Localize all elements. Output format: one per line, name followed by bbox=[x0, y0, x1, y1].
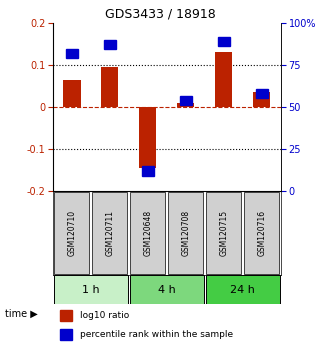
Bar bbox=[60, 309, 72, 320]
Bar bbox=[218, 37, 230, 46]
Bar bbox=[130, 275, 204, 304]
Bar bbox=[215, 52, 232, 107]
Text: 24 h: 24 h bbox=[230, 285, 255, 295]
Bar bbox=[104, 40, 116, 50]
Bar bbox=[66, 48, 78, 58]
Bar bbox=[64, 80, 81, 107]
Text: GSM120716: GSM120716 bbox=[257, 210, 266, 256]
Text: GSM120711: GSM120711 bbox=[105, 210, 115, 256]
Text: GSM120648: GSM120648 bbox=[143, 210, 152, 256]
Bar bbox=[168, 192, 204, 274]
Bar bbox=[139, 107, 156, 168]
Bar bbox=[256, 89, 268, 98]
Text: 4 h: 4 h bbox=[158, 285, 176, 295]
Text: log10 ratio: log10 ratio bbox=[80, 310, 130, 320]
Bar bbox=[54, 275, 128, 304]
Text: time ▶: time ▶ bbox=[5, 308, 38, 318]
Text: GDS3433 / 18918: GDS3433 / 18918 bbox=[105, 8, 216, 21]
Bar bbox=[142, 166, 154, 176]
Text: 1 h: 1 h bbox=[82, 285, 100, 295]
Bar bbox=[180, 96, 192, 105]
Bar bbox=[244, 192, 279, 274]
Bar bbox=[206, 275, 280, 304]
Bar bbox=[130, 192, 165, 274]
Bar bbox=[253, 92, 270, 107]
Bar bbox=[92, 192, 127, 274]
Bar bbox=[60, 329, 72, 340]
Text: GSM120710: GSM120710 bbox=[67, 210, 76, 256]
Bar bbox=[206, 192, 241, 274]
Bar bbox=[101, 67, 118, 107]
Bar bbox=[178, 103, 195, 107]
Text: GSM120715: GSM120715 bbox=[219, 210, 229, 256]
Text: GSM120708: GSM120708 bbox=[181, 210, 190, 256]
Bar bbox=[54, 192, 90, 274]
Text: percentile rank within the sample: percentile rank within the sample bbox=[80, 330, 233, 339]
